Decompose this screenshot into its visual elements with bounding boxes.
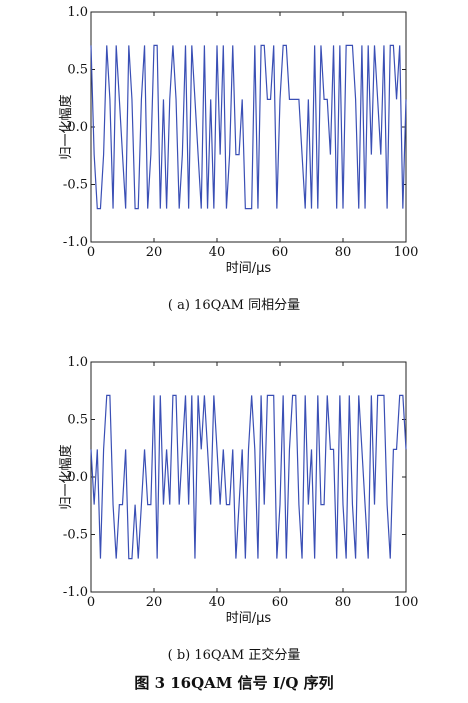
y-tick-label: 0.5 [67,413,88,428]
figure-caption: 图 3 16QAM 信号 I/Q 序列 [134,674,334,692]
y-tick-label: 1.0 [67,5,88,20]
x-tick-label: 20 [146,245,163,260]
panel-b-caption: ( b) 16QAM 正交分量 [167,648,301,663]
y-tick-label: -1.0 [63,585,88,600]
series-line-group [90,394,407,560]
x-axis-ticks: 0 20 40 60 80 100 [87,362,419,610]
y-tick-label: -0.5 [63,178,88,193]
panel-b: -1.0 -0.5 0.0 0.5 1.0 0 20 40 60 80 100 归一化幅度 时间/… [58,355,418,626]
x-axis-label: 时间/μs [226,261,272,276]
y-tick-label: -1.0 [63,235,88,250]
x-tick-label: 100 [394,595,419,610]
y-tick-label: -0.5 [63,528,88,543]
x-tick-label: 80 [335,595,352,610]
x-axis-ticks: 0 20 40 60 80 100 [87,12,419,260]
x-tick-label: 60 [272,245,289,260]
y-tick-label: 1.0 [67,355,88,370]
y-axis-label: 归一化幅度 [58,444,74,509]
y-axis-label: 归一化幅度 [58,94,74,159]
y-tick-label: 0.0 [67,470,88,485]
panel-a: -1.0 -0.5 0.0 0.5 1.0 0 20 40 60 80 100 归一化幅度 时间/… [58,5,418,276]
x-tick-label: 60 [272,595,289,610]
y-tick-label: 0.5 [67,63,88,78]
y-axis-ticks: -1.0 -0.5 0.0 0.5 1.0 [63,355,406,600]
series-line [90,394,407,560]
x-tick-label: 0 [87,595,95,610]
x-tick-label: 40 [209,595,226,610]
x-tick-label: 40 [209,245,226,260]
x-tick-label: 100 [394,245,419,260]
panel-a-caption: ( a) 16QAM 同相分量 [167,298,301,313]
series-line-group [90,44,407,210]
x-tick-label: 20 [146,595,163,610]
x-tick-label: 80 [335,245,352,260]
x-axis-label: 时间/μs [226,611,272,626]
y-tick-label: 0.0 [67,120,88,135]
x-tick-label: 0 [87,245,95,260]
series-line [90,44,407,210]
